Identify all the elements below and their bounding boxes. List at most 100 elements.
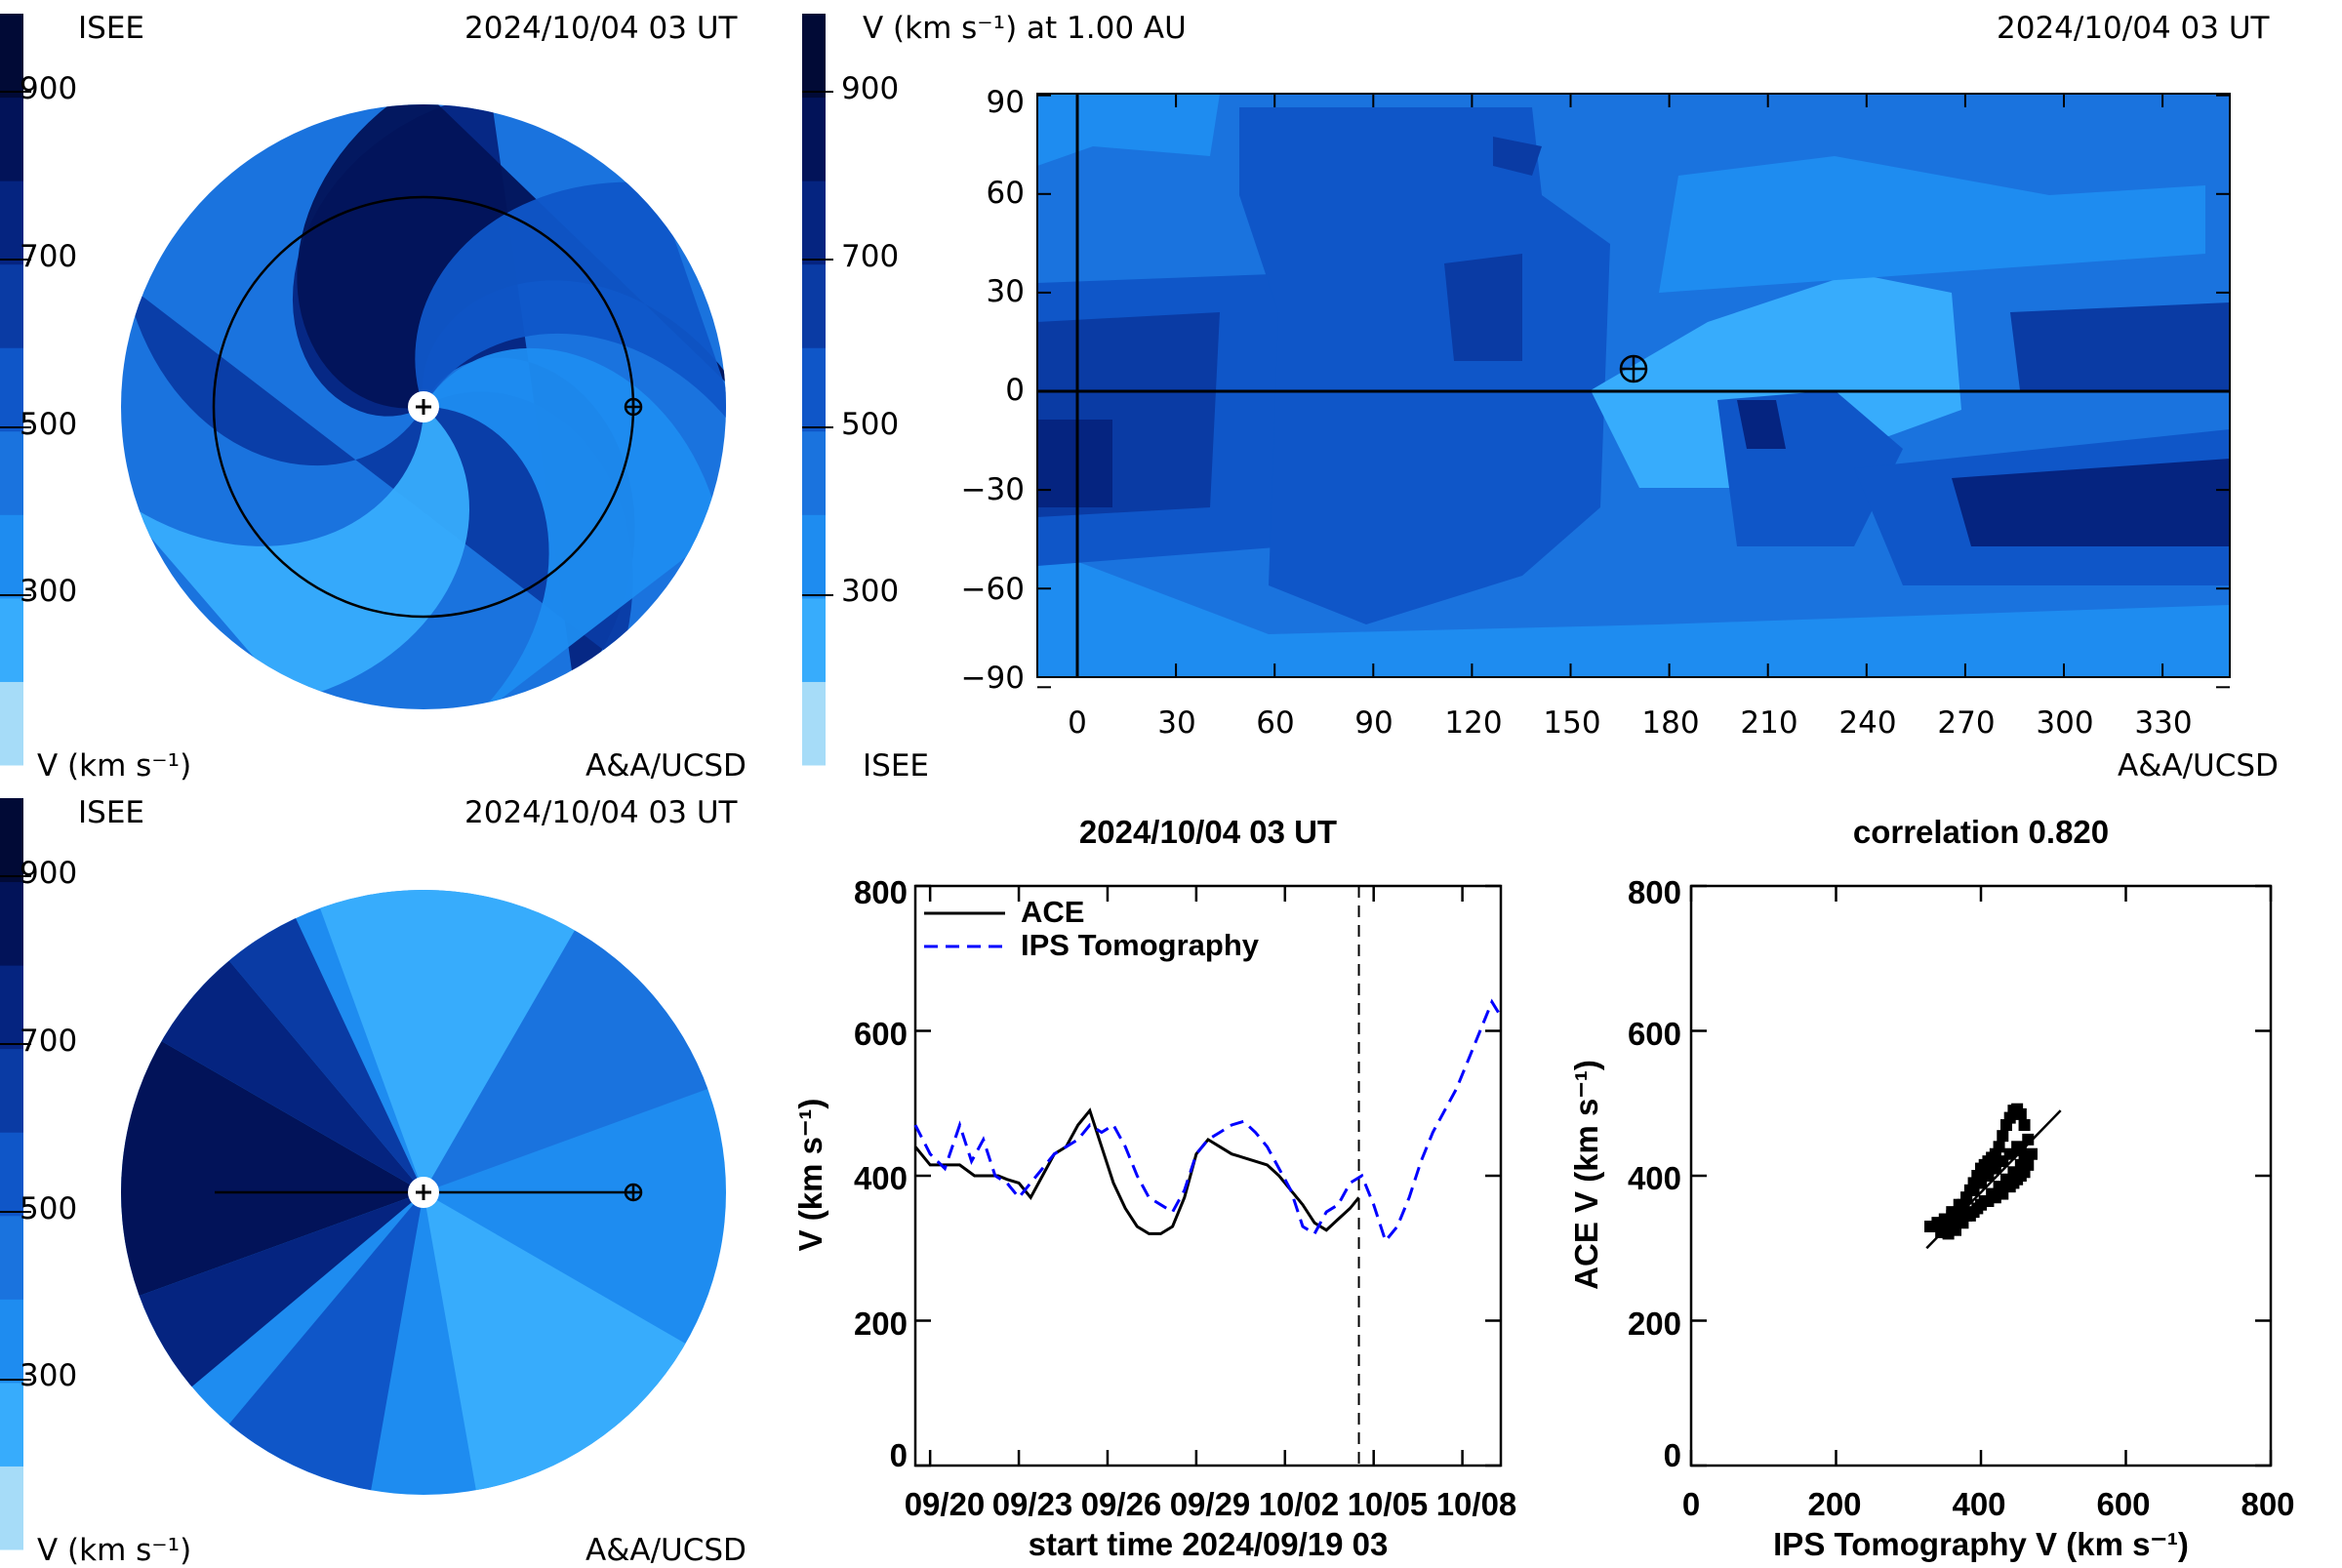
regression-fit-line <box>1925 1109 2062 1250</box>
tl-colorbar-label: V (km s⁻¹) <box>37 748 192 784</box>
bl-colorbar-tick-300: 300 <box>20 1358 78 1393</box>
scatter-point <box>1997 1187 2009 1200</box>
lat-tick-m60: −60 <box>960 572 1025 607</box>
sc-xlabel: IPS Tomography V (km s⁻¹) <box>1773 1526 2189 1562</box>
ts-xtick-0923: 09/23 <box>991 1486 1073 1522</box>
lat-tick-m30: −30 <box>960 472 1025 507</box>
lon-tick-30: 30 <box>1157 705 1196 741</box>
tl-org-label: ISEE <box>78 11 144 46</box>
tr-colorbar-segment-4 <box>802 347 826 432</box>
tr-colorbar-segment-1 <box>802 597 826 682</box>
scatter-points <box>1924 1103 2062 1250</box>
sc-ytick-200: 200 <box>1627 1306 1681 1342</box>
bl-colorbar-segment-0 <box>0 1466 23 1550</box>
lat-long-region-7 <box>1493 137 1542 176</box>
ts-xtick-0929: 09/29 <box>1169 1486 1251 1522</box>
sc-xtick-200: 200 <box>1807 1486 1862 1522</box>
tl-colorbar-segment-1 <box>0 597 23 682</box>
lat-tick-60: 60 <box>986 176 1025 211</box>
tr-title: V (km s⁻¹) at 1.00 AU <box>863 11 1187 46</box>
tl-band-3 <box>121 407 470 701</box>
tl-colorbar-segment-5 <box>0 263 23 348</box>
bl-colorbar-segment-8 <box>0 798 23 883</box>
tl-colorbar-segment-7 <box>0 97 23 181</box>
lon-tick-330: 330 <box>2134 705 2193 741</box>
scatter-chart <box>1689 884 2273 1467</box>
sc-ytick-800: 800 <box>1627 874 1681 910</box>
bl-colorbar-label: V (km s⁻¹) <box>37 1533 192 1568</box>
tr-colorbar-tick-500: 500 <box>841 407 900 442</box>
lat-long-region-12 <box>1737 400 1786 449</box>
ts-ytick-200: 200 <box>853 1306 908 1342</box>
bl-colorbar-tick-900: 900 <box>20 856 78 891</box>
ts-ytick-0: 0 <box>889 1437 908 1473</box>
bl-colorbar-segment-3 <box>0 1215 23 1300</box>
bl-colorbar-segment-1 <box>0 1382 23 1467</box>
lat-long-region-15 <box>1952 459 2230 546</box>
lat-tick-m90: −90 <box>960 661 1025 696</box>
sc-ytick-400: 400 <box>1627 1160 1681 1196</box>
time-series-chart <box>913 884 1503 1467</box>
tr-colorbar-segment-7 <box>802 97 826 181</box>
bl-colorbar-tick-700: 700 <box>20 1024 78 1059</box>
tr-colorbar-segment-8 <box>802 14 826 99</box>
tr-colorbar-segment-3 <box>802 430 826 515</box>
lon-tick-120: 120 <box>1444 705 1503 741</box>
lon-tick-210: 210 <box>1740 705 1798 741</box>
lat-long-region-13 <box>2010 302 2230 390</box>
scatter-ticks <box>1689 884 2273 1467</box>
ips-tomography-series-line <box>913 998 1503 1244</box>
lat-tick-90: 90 <box>986 85 1025 120</box>
ts-xtick-1002: 10/02 <box>1258 1486 1340 1522</box>
sc-xtick-600: 600 <box>2096 1486 2151 1522</box>
tl-colorbar-segment-4 <box>0 347 23 432</box>
tl-colorbar-tick-500: 500 <box>20 407 78 442</box>
bl-colorbar-segment-4 <box>0 1132 23 1217</box>
scatter-point <box>2018 1119 2031 1132</box>
legend-ace-label: ACE <box>1021 895 1085 929</box>
sc-xtick-400: 400 <box>1952 1486 2006 1522</box>
lat-long-frame <box>1036 93 2231 678</box>
tr-colorbar-segment-5 <box>802 263 826 348</box>
lat-long-region-10 <box>1659 156 2205 293</box>
ts-xtick-1005: 10/05 <box>1347 1486 1429 1522</box>
scatter-point <box>1997 1130 2009 1143</box>
lon-tick-150: 150 <box>1543 705 1601 741</box>
tl-colorbar-segment-3 <box>0 430 23 515</box>
tl-colorbar-tick-700: 700 <box>20 239 78 274</box>
lon-tick-60: 60 <box>1256 705 1295 741</box>
lat-long-region-0 <box>1037 546 2230 677</box>
tl-band-5 <box>415 181 726 441</box>
lat-long-map <box>1036 93 2231 689</box>
ts-title: 2024/10/04 03 UT <box>1078 814 1338 850</box>
bl-wedge-3 <box>309 890 589 1192</box>
scatter-point <box>1997 1155 2009 1168</box>
tr-colorbar-segment-0 <box>802 681 826 766</box>
bl-colorbar-segment-7 <box>0 881 23 966</box>
ts-xtick-0920: 09/20 <box>904 1486 986 1522</box>
tl-credit-label: A&A/UCSD <box>586 748 747 784</box>
sc-ytick-0: 0 <box>1663 1437 1681 1473</box>
lon-tick-0: 0 <box>1068 705 1087 741</box>
colorbars <box>0 14 833 1550</box>
lat-tick-30: 30 <box>986 274 1025 309</box>
tl-colorbar-segment-0 <box>0 681 23 766</box>
ts-ytick-800: 800 <box>853 874 908 910</box>
lat-long-region-4 <box>1037 420 1112 507</box>
time-series-series <box>913 886 1503 1466</box>
ts-ytick-600: 600 <box>853 1016 908 1052</box>
scatter-point <box>1993 1141 2005 1153</box>
scatter-point <box>2014 1107 2027 1120</box>
tr-colorbar-tick-300: 300 <box>841 574 900 609</box>
ts-xtick-0926: 09/26 <box>1080 1486 1162 1522</box>
tr-colorbar-segment-2 <box>802 514 826 599</box>
bl-time-label: 2024/10/04 03 UT <box>464 795 738 830</box>
tr-colorbar-tick-700: 700 <box>841 239 900 274</box>
bl-org-label: ISEE <box>78 795 144 830</box>
sc-title: correlation 0.820 <box>1852 814 2110 850</box>
tl-band-4 <box>424 347 721 709</box>
lat-long-contours <box>1037 94 2230 677</box>
lat-long-region-6 <box>1444 254 1522 361</box>
bl-colorbar-tick-500: 500 <box>20 1191 78 1226</box>
legend-ips-label: IPS Tomography <box>1021 928 1260 962</box>
